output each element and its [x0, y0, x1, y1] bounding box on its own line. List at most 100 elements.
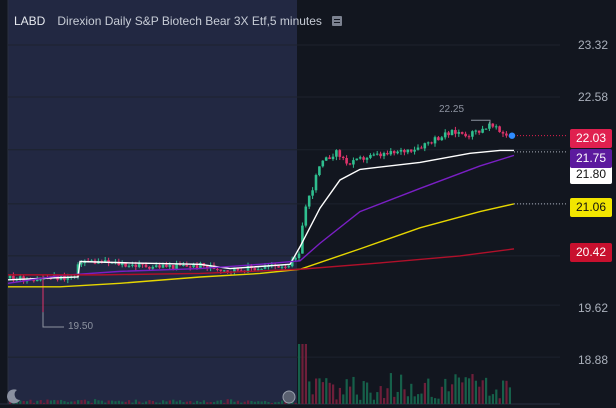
- axis-tick: 18.88: [577, 353, 608, 367]
- candle-body: [457, 132, 461, 134]
- volume-bar: [196, 400, 199, 404]
- volume-bar: [505, 380, 508, 404]
- candle-body: [481, 128, 484, 133]
- candle-body: [131, 264, 134, 266]
- volume-bar: [124, 401, 127, 404]
- volume-bar: [172, 399, 175, 404]
- candle-body: [199, 262, 202, 269]
- price-badge-purple-sma: 21.75: [570, 149, 612, 168]
- volume-bar: [236, 400, 239, 404]
- candle-body: [287, 266, 291, 268]
- volume-bar: [304, 344, 307, 404]
- volume-bar: [359, 399, 362, 404]
- candle-body: [192, 264, 195, 268]
- volume-bar: [216, 400, 219, 404]
- low-annotation: 19.50: [68, 321, 94, 332]
- candle-body: [76, 264, 80, 277]
- chart-header: LABD Direxion Daily S&P Biotech Bear 3X …: [14, 14, 342, 28]
- volume-bar: [185, 401, 188, 404]
- volume-bar: [502, 380, 505, 404]
- volume-bar: [437, 398, 440, 404]
- volume-bar: [155, 402, 158, 404]
- volume-bar: [117, 400, 120, 404]
- candle-body: [501, 132, 505, 134]
- volume-bar: [491, 394, 494, 404]
- candle-body: [39, 279, 42, 281]
- moon-icon[interactable]: [6, 388, 22, 404]
- axis-tick: 23.32: [577, 38, 608, 52]
- menu-icon[interactable]: [331, 16, 342, 26]
- volume-bar: [158, 402, 161, 404]
- candle-body: [314, 175, 318, 191]
- volume-bar: [151, 400, 154, 404]
- candle-body: [297, 253, 301, 259]
- high-leader: [471, 119, 491, 126]
- candle-body: [433, 137, 437, 144]
- candle-body: [382, 153, 386, 157]
- candle-body: [80, 263, 83, 265]
- candle-body: [420, 147, 423, 149]
- volume-bar: [182, 402, 185, 404]
- candle-body: [365, 157, 369, 160]
- candle-body: [290, 259, 294, 267]
- volume-bar: [233, 401, 236, 404]
- volume-bar: [247, 400, 250, 404]
- volume-bar: [413, 396, 416, 404]
- volume-bar: [410, 383, 413, 404]
- volume-bar: [94, 399, 97, 404]
- volume-bar: [104, 402, 107, 404]
- volume-bar: [66, 402, 69, 404]
- volume-bar: [417, 394, 420, 404]
- candle-body: [124, 263, 127, 267]
- candle-body: [426, 142, 430, 144]
- candle-body: [318, 166, 321, 176]
- candle-body: [464, 133, 467, 137]
- volume-bar: [60, 399, 63, 404]
- volume-bar: [83, 399, 86, 404]
- volume-bar: [189, 401, 192, 404]
- volume-bar: [308, 381, 311, 404]
- candle-body: [375, 153, 379, 155]
- volume-bar: [315, 378, 318, 404]
- candle-body: [182, 264, 185, 266]
- volume-bar: [43, 402, 46, 404]
- candle-body: [345, 157, 348, 164]
- volume-bar: [243, 401, 246, 404]
- candle-body: [304, 206, 308, 226]
- candle-body: [284, 266, 287, 268]
- candle-body: [239, 270, 243, 272]
- volume-bar: [257, 401, 260, 404]
- volume-bar: [349, 386, 352, 404]
- volume-bar: [111, 400, 114, 404]
- volume-bar: [168, 400, 171, 404]
- volume-bar: [471, 374, 474, 404]
- volume-bar: [335, 399, 338, 404]
- candle-body: [161, 264, 165, 268]
- candle-body: [66, 276, 70, 280]
- candle-body: [413, 149, 416, 152]
- candle-body: [90, 260, 93, 262]
- session-marker-icon[interactable]: [281, 389, 297, 405]
- volume-bar: [219, 400, 222, 404]
- candle-body: [460, 132, 464, 134]
- candle-body: [348, 163, 352, 165]
- candle-body: [471, 131, 474, 137]
- volume-bar: [22, 400, 25, 404]
- price-badge-white-sma: 21.80: [570, 165, 612, 184]
- volume-bar: [451, 384, 454, 404]
- candle-body: [358, 157, 362, 159]
- volume-bar: [148, 400, 151, 404]
- volume-bar: [114, 401, 117, 404]
- volume-bar: [345, 379, 348, 404]
- volume-bar: [46, 399, 49, 404]
- volume-bar: [400, 374, 403, 404]
- candle-body: [18, 276, 22, 280]
- candle-body: [335, 150, 338, 157]
- candle-body: [294, 258, 297, 260]
- candle-body: [117, 261, 121, 266]
- volume-bar: [73, 401, 76, 404]
- volume-bar: [134, 399, 137, 404]
- candle-body: [484, 128, 488, 130]
